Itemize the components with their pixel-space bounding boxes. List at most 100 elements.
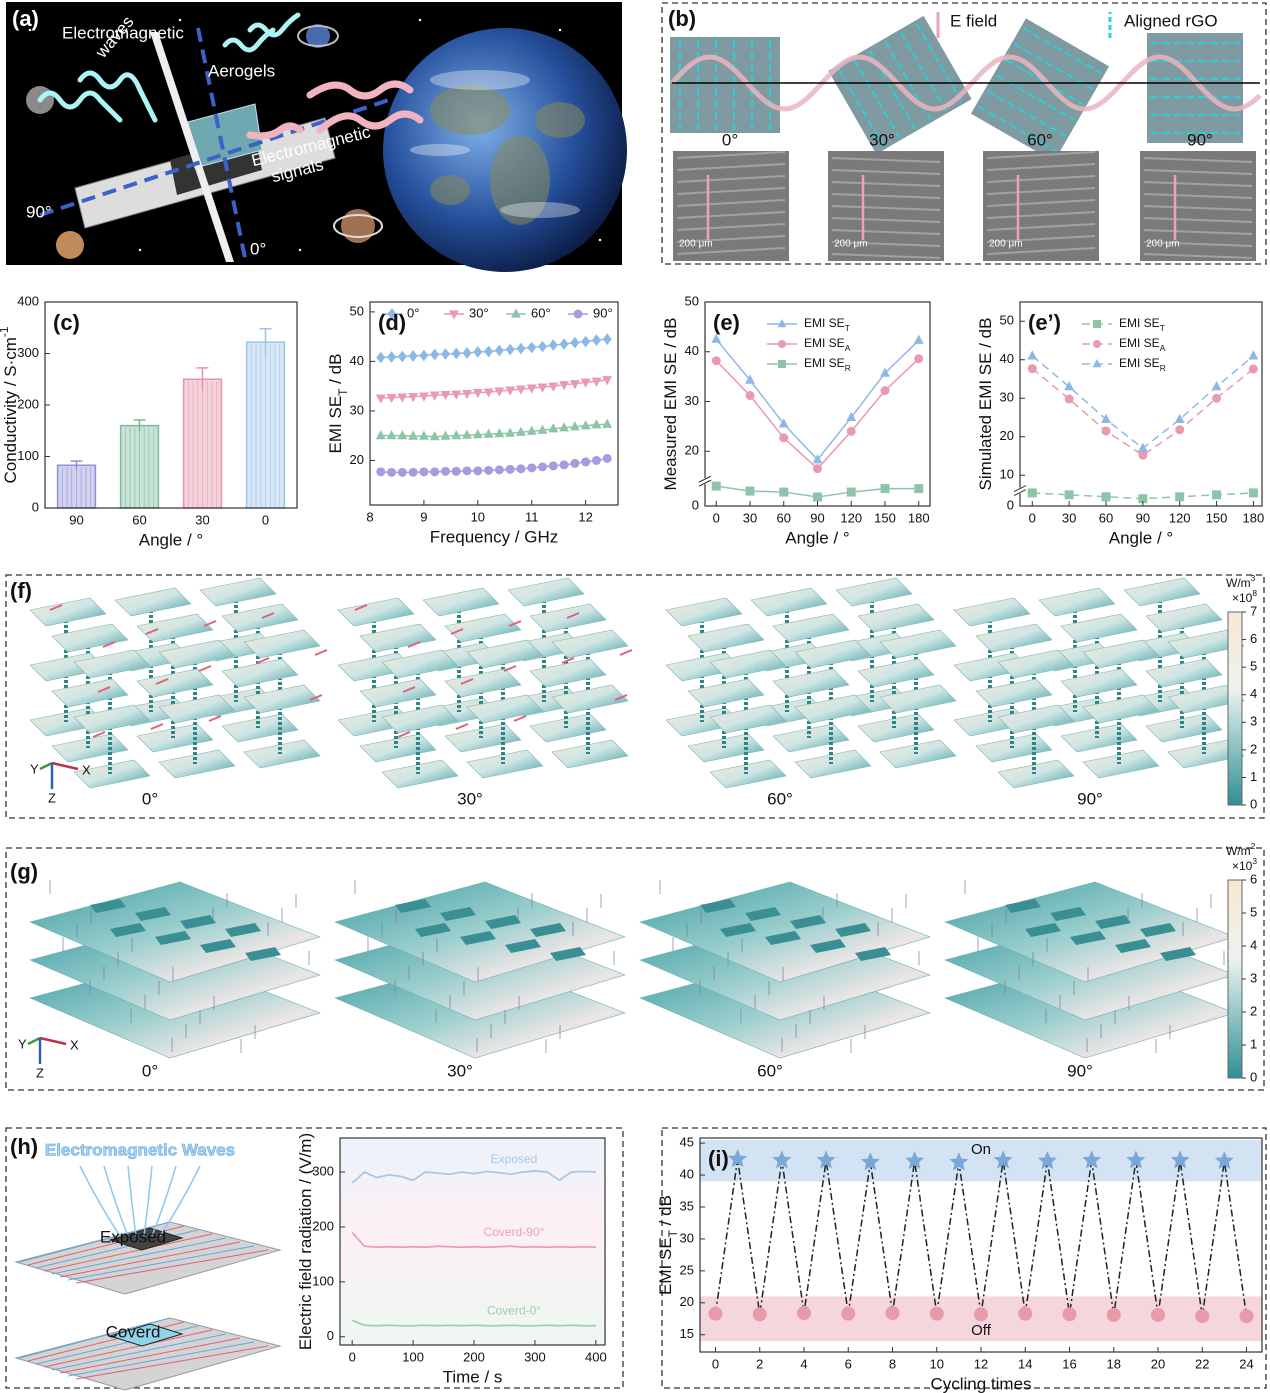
point [375, 430, 386, 440]
annotation: Electromagnetic [62, 23, 184, 42]
plot-frame [369, 301, 619, 506]
point [974, 1307, 988, 1322]
plate [466, 694, 544, 724]
legend-text: 0° [407, 305, 419, 320]
x-tick-label: 4 [800, 1356, 807, 1371]
angle-label: 90° [1067, 1061, 1093, 1080]
point [929, 1306, 944, 1321]
x-tick-label: 2 [756, 1356, 763, 1371]
x-tick-label: 120 [1169, 510, 1191, 525]
angle-label: 30° [457, 789, 483, 808]
plate [551, 629, 629, 659]
rgo-sheet [1014, 43, 1093, 90]
plate-cut [550, 947, 586, 961]
plate-cut [395, 899, 431, 913]
colorbar-tick-label: 4 [1250, 937, 1257, 952]
point [1137, 442, 1148, 452]
plate [1167, 629, 1245, 659]
colorbar-tick-label: 3 [1250, 714, 1257, 729]
point [1151, 1307, 1166, 1322]
em-spark [127, 1165, 137, 1237]
label-part: / dB [326, 354, 345, 389]
point [440, 466, 450, 476]
panel-b-frame [661, 2, 1267, 265]
label-part: EMI SE [804, 316, 845, 330]
em-spark [143, 1165, 153, 1237]
x-tick-label: 90 [1136, 510, 1150, 525]
plate [997, 704, 1075, 734]
point [569, 380, 580, 390]
label-part: T [845, 323, 850, 333]
point [419, 349, 429, 362]
sem-texture [1143, 205, 1253, 211]
colorbar-tick-label: 0 [1250, 1069, 1257, 1084]
chip [108, 1227, 184, 1251]
sem-texture [676, 163, 786, 171]
plate-cut [790, 915, 826, 929]
point [484, 465, 494, 475]
x-tick-label: 18 [1107, 1356, 1121, 1371]
y-tick-label: 40 [1000, 351, 1014, 366]
panel-label: (c) [53, 310, 80, 335]
point [429, 391, 440, 401]
point [745, 374, 755, 384]
angle-label: 0° [142, 1061, 158, 1080]
rgo-block [970, 18, 1110, 162]
sem-texture [831, 229, 941, 235]
label-part: EMI SE [1119, 336, 1160, 350]
trace [67, 1245, 255, 1281]
x-tick-label: 10 [930, 1356, 944, 1371]
plate [73, 704, 151, 734]
angle-label: 0° [142, 789, 158, 808]
point [846, 426, 856, 436]
annotation: 90° [26, 202, 52, 221]
plate [158, 694, 236, 724]
plate [114, 587, 192, 617]
point [569, 421, 580, 431]
rgo-sheet [853, 59, 900, 138]
point [591, 455, 601, 465]
point [494, 428, 505, 438]
plate [51, 678, 129, 708]
y-tick-label: 300 [17, 345, 39, 360]
sem-texture [676, 223, 786, 231]
rgo-block [1147, 33, 1243, 143]
sem-texture [986, 199, 1096, 207]
legend-marker [573, 309, 583, 319]
em-wave [77, 70, 158, 123]
point [397, 350, 407, 363]
point [408, 350, 418, 362]
point [602, 376, 613, 386]
point [1064, 381, 1075, 391]
axis-break [698, 479, 712, 487]
trace [19, 1317, 171, 1359]
x-tick-label: 200 [463, 1349, 485, 1364]
point [1138, 494, 1148, 504]
field-arrow [256, 657, 270, 664]
sem-texture [986, 163, 1096, 171]
em-signal [246, 122, 304, 140]
point [885, 1306, 900, 1321]
point [462, 429, 472, 439]
point [537, 383, 548, 393]
point [494, 465, 504, 475]
series-line [714, 1158, 1248, 1317]
point [1101, 413, 1111, 423]
sem-texture [1143, 229, 1253, 235]
panel-label: (i) [708, 1146, 729, 1171]
trace [51, 1237, 227, 1275]
series-line [380, 338, 608, 359]
x-tick-label: 120 [840, 510, 862, 525]
point [505, 464, 515, 474]
field-arrow [460, 678, 474, 685]
plate [794, 694, 872, 724]
x-axis-label: Angle / ° [139, 530, 203, 549]
field-arrow [49, 604, 63, 611]
plate [857, 603, 935, 633]
point [580, 378, 591, 388]
axis-x [51, 761, 79, 771]
scale-bar: 200 μm [679, 239, 713, 250]
plate [665, 597, 743, 627]
scale-bar: 200 μm [989, 239, 1023, 250]
rgo-sheet [978, 105, 1057, 153]
